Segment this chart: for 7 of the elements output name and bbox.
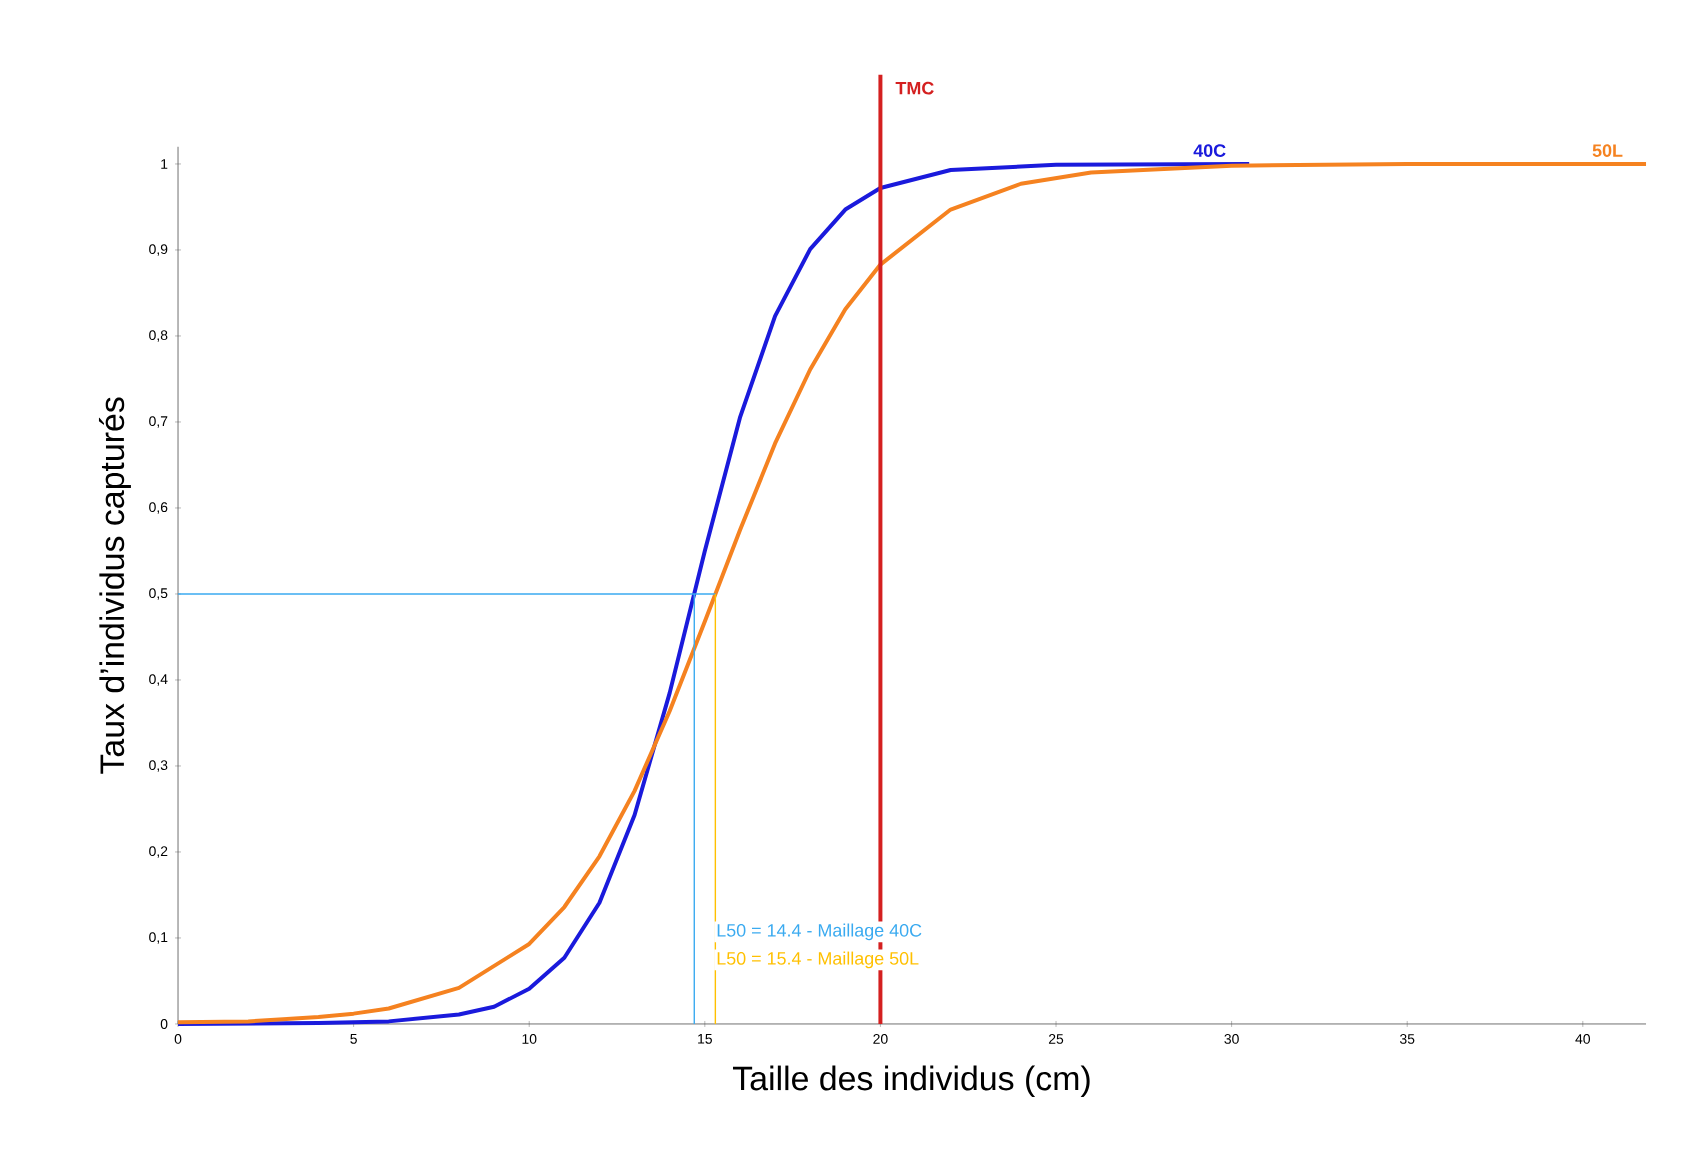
annotation: L50 = 15.4 - Maillage 50L bbox=[717, 951, 919, 969]
series-label: 50L bbox=[1592, 144, 1623, 157]
ref-line-label: TMC bbox=[895, 81, 934, 95]
series-label: 40C bbox=[1193, 144, 1226, 157]
y-axis-title: Taux d’individus capturés bbox=[98, 397, 131, 774]
annotation: L50 = 14.4 - Maillage 40C bbox=[717, 923, 922, 941]
x-axis-title: Taille des individus (cm) bbox=[733, 1065, 1090, 1098]
